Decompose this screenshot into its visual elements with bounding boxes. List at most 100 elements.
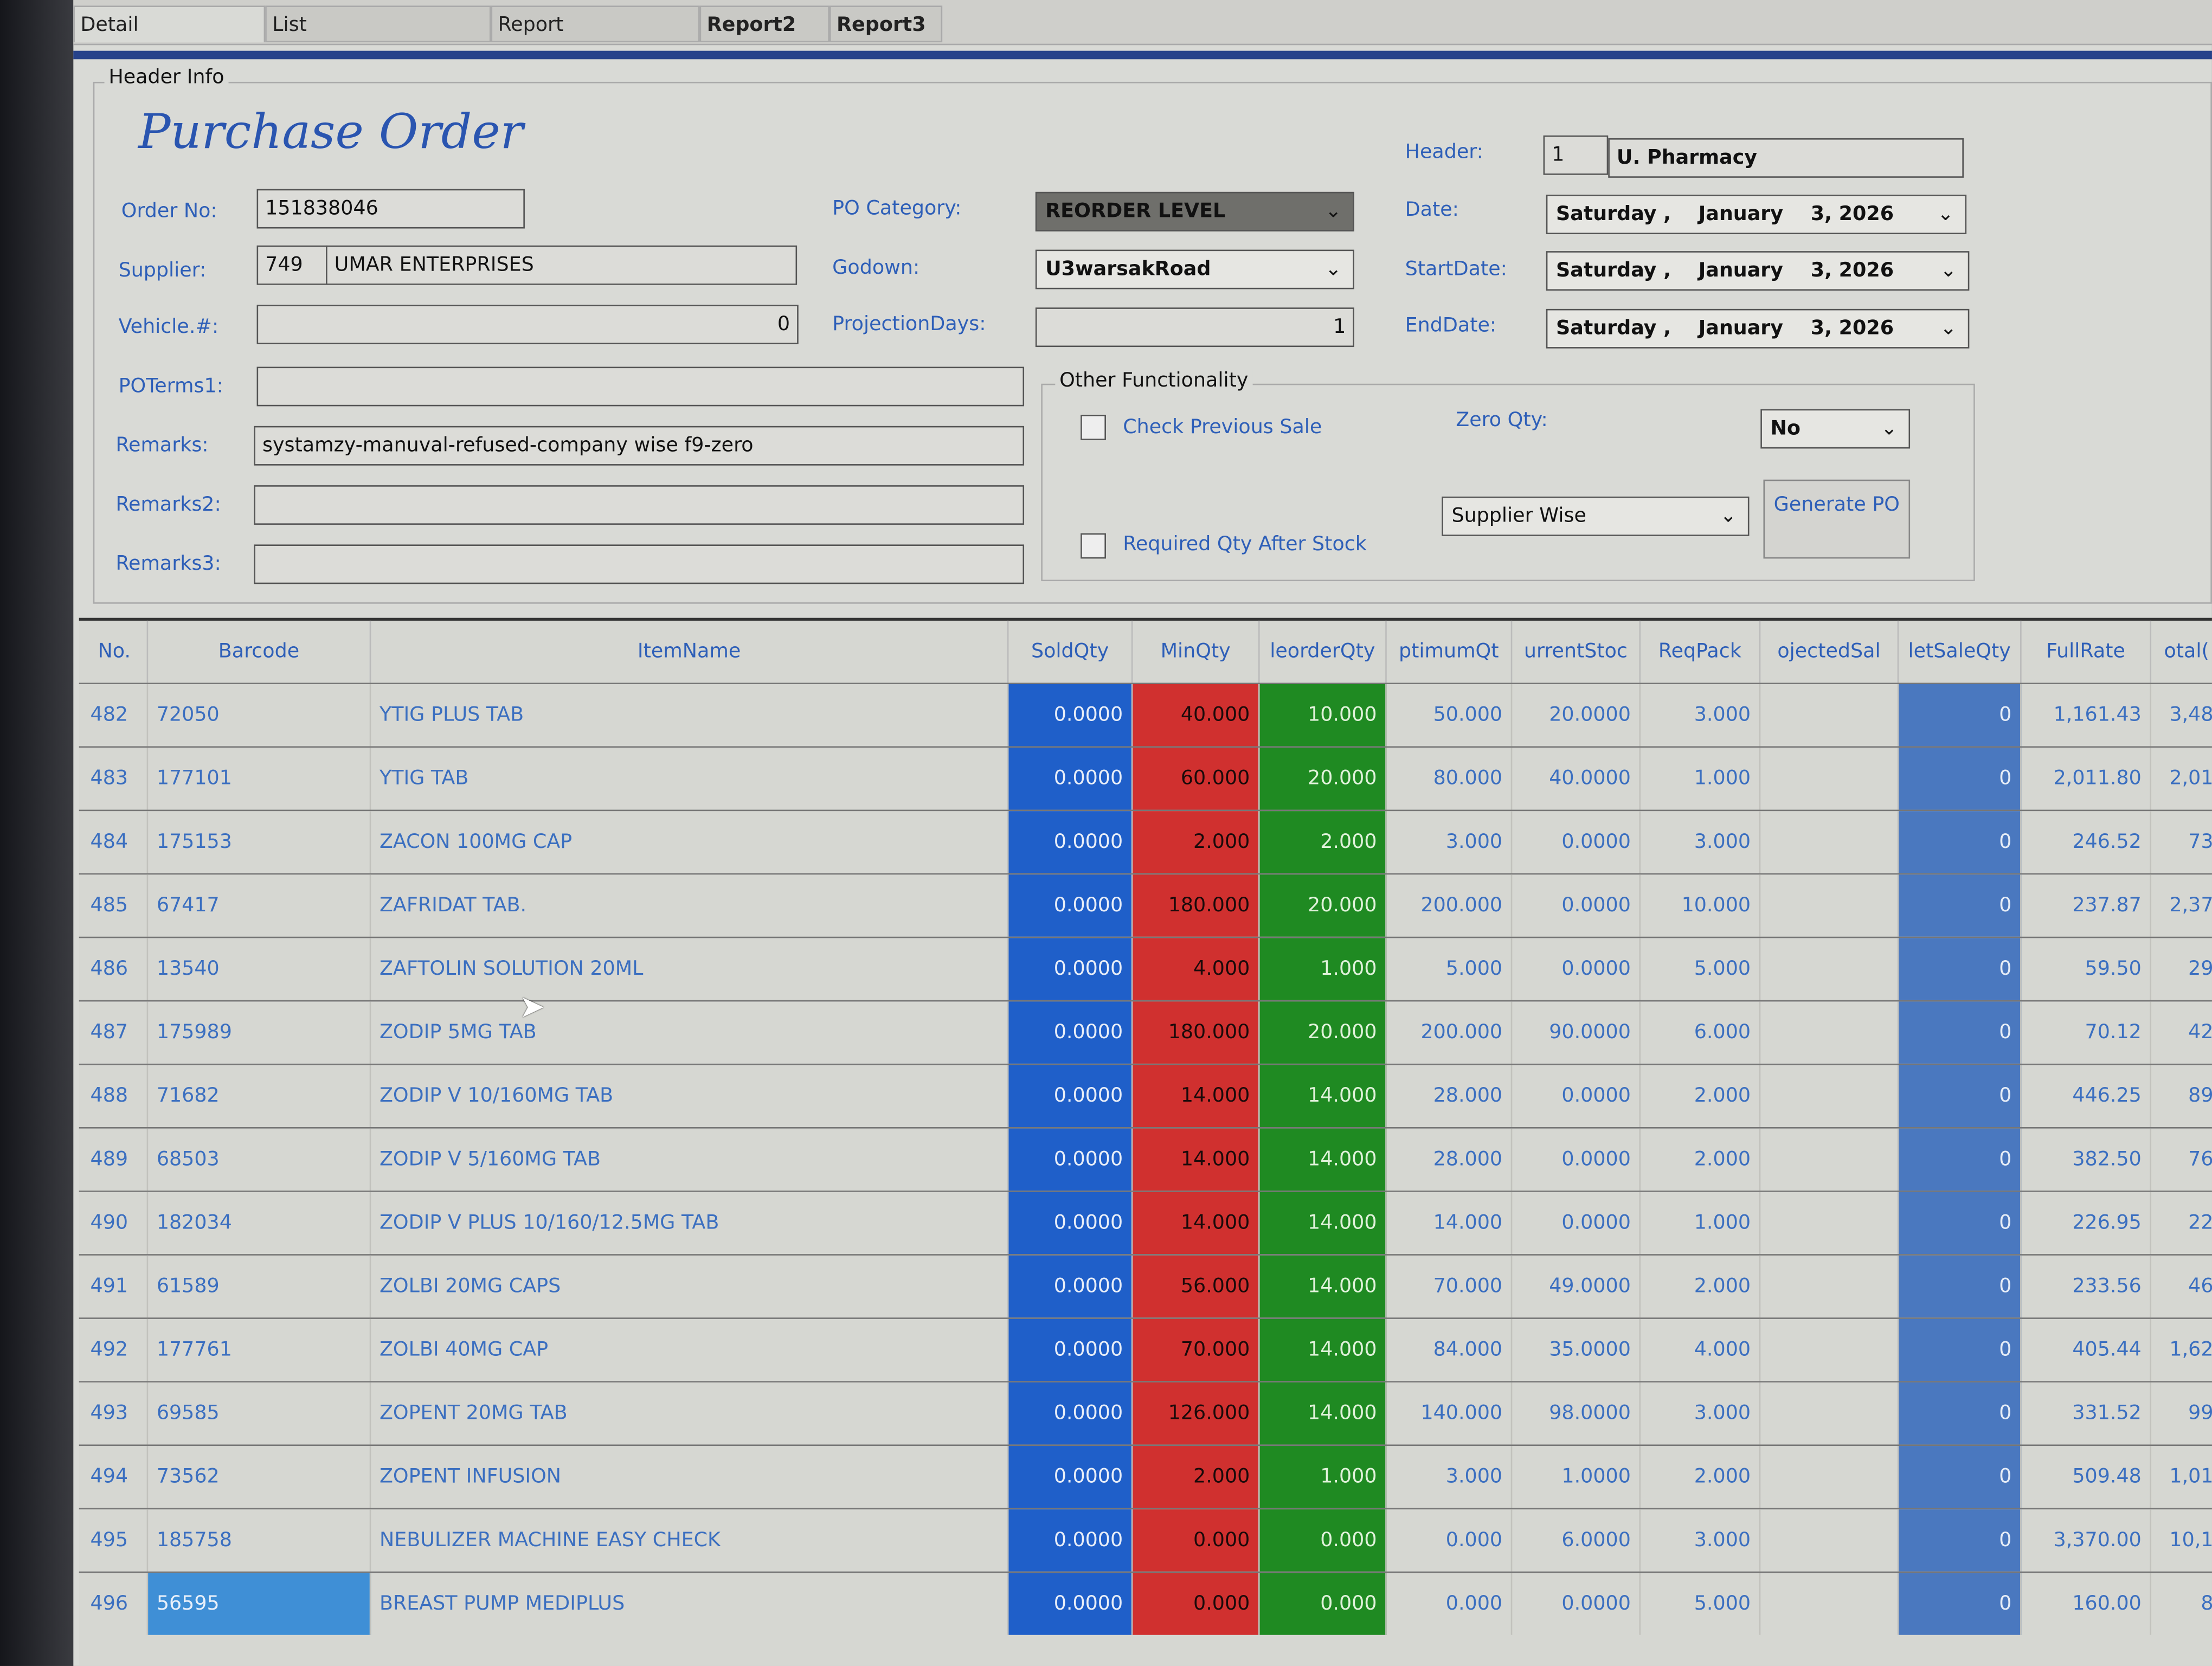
supplier-name-field[interactable]: UMAR ENTERPRISES [326,245,798,285]
cell-net-sale-qty[interactable]: 0 [1899,1192,2022,1255]
godown-select[interactable]: U3warsakRoad ⌄ [1035,249,1354,290]
cell-item-name[interactable]: ZAFTOLIN SOLUTION 20ML [371,938,1009,1000]
cell-reorder-qty[interactable]: 0.000 [1259,1509,1387,1572]
cell-full-rate[interactable]: 382.50 [2022,1128,2152,1191]
cell-item-name[interactable]: ZAFRIDAT TAB. [371,874,1009,937]
cell-req-pack[interactable]: 1.000 [1641,748,1761,810]
cell-current-stock[interactable]: 0.0000 [1512,811,1641,873]
cell-min-qty[interactable]: 2.000 [1133,811,1260,873]
cell-current-stock[interactable]: 40.0000 [1512,748,1641,810]
cell-reorder-qty[interactable]: 2.000 [1259,811,1387,873]
remarks3-field[interactable] [254,544,1025,584]
required-qty-label[interactable]: Required Qty After Stock [1123,533,1367,556]
table-row[interactable]: 488 71682 ZODIP V 10/160MG TAB 0.0000 14.000… [79,1063,2212,1127]
cell-net-sale-qty[interactable]: 0 [1899,1255,2022,1318]
cell-full-rate[interactable]: 246.52 [2022,811,2152,873]
cell-projected-sale[interactable] [1760,938,1899,1000]
cell-sold-qty[interactable]: 0.0000 [1008,938,1133,1000]
cell-sold-qty[interactable]: 0.0000 [1008,811,1133,873]
cell-req-pack[interactable]: 1.000 [1641,1192,1761,1255]
cell-projected-sale[interactable] [1760,811,1899,873]
cell-total[interactable]: 99 [2151,1382,2212,1444]
cell-no[interactable]: 491 [82,1255,149,1318]
column-header-full-rate[interactable]: FullRate [2022,620,2152,683]
cell-min-qty[interactable]: 180.000 [1133,1001,1260,1064]
table-row[interactable]: 483 177101 YTIG TAB 0.0000 60.000 20.000 80.00… [79,746,2212,810]
cell-net-sale-qty[interactable]: 0 [1899,1128,2022,1191]
cell-optimum-qty[interactable]: 28.000 [1387,1065,1513,1127]
cell-no[interactable]: 488 [82,1065,149,1127]
cell-reorder-qty[interactable]: 14.000 [1259,1192,1387,1255]
start-date-picker[interactable]: Saturday , January 3, 2026 ⌄ [1546,251,1970,291]
cell-req-pack[interactable]: 2.000 [1641,1065,1761,1127]
cell-net-sale-qty[interactable]: 0 [1899,1573,2022,1635]
cell-item-name[interactable]: ZODIP V 5/160MG TAB [371,1128,1009,1191]
cell-full-rate[interactable]: 1,161.43 [2022,684,2152,747]
cell-item-name[interactable]: ZACON 100MG CAP [371,811,1009,873]
cell-total[interactable]: 1,62 [2151,1319,2212,1381]
cell-sold-qty[interactable]: 0.0000 [1008,1255,1133,1318]
cell-optimum-qty[interactable]: 14.000 [1387,1192,1513,1255]
cell-total[interactable]: 76 [2151,1129,2212,1191]
column-header-req-pack[interactable]: ReqPack [1641,620,1761,683]
cell-current-stock[interactable]: 35.0000 [1512,1318,1641,1381]
cell-net-sale-qty[interactable]: 0 [1899,748,2022,810]
cell-current-stock[interactable]: 0.0000 [1512,938,1641,1000]
cell-min-qty[interactable]: 14.000 [1133,1128,1260,1191]
cell-no[interactable]: 487 [82,1001,149,1064]
remarks2-field[interactable] [254,485,1025,525]
cell-req-pack[interactable]: 2.000 [1641,1128,1761,1191]
cell-min-qty[interactable]: 70.000 [1133,1318,1260,1381]
cell-net-sale-qty[interactable]: 0 [1899,1509,2022,1572]
table-row[interactable]: 482 72050 YTIG PLUS TAB 0.0000 40.000 10.000 5… [79,683,2212,747]
cell-total[interactable]: 3,48 [2151,684,2212,746]
cell-min-qty[interactable]: 0.000 [1133,1509,1260,1572]
cell-full-rate[interactable]: 446.25 [2022,1065,2152,1127]
cell-barcode[interactable]: 56595 [148,1573,371,1635]
cell-optimum-qty[interactable]: 84.000 [1387,1318,1513,1381]
table-row[interactable]: 484 175153 ZACON 100MG CAP 0.0000 2.000 2.000… [79,809,2212,873]
cell-optimum-qty[interactable]: 140.000 [1387,1382,1513,1445]
cell-sold-qty[interactable]: 0.0000 [1008,1318,1133,1381]
cell-item-name[interactable]: ZOPENT 20MG TAB [371,1382,1009,1445]
cell-projected-sale[interactable] [1760,1573,1899,1635]
cell-req-pack[interactable]: 4.000 [1641,1318,1761,1381]
required-qty-checkbox[interactable] [1081,533,1106,559]
cell-barcode[interactable]: 61589 [148,1255,371,1318]
cell-current-stock[interactable]: 20.0000 [1512,684,1641,747]
cell-projected-sale[interactable] [1760,1001,1899,1064]
cell-optimum-qty[interactable]: 200.000 [1387,874,1513,937]
cell-item-name[interactable]: ZOLBI 40MG CAP [371,1318,1009,1381]
poterms1-field[interactable] [256,366,1025,407]
cell-sold-qty[interactable]: 0.0000 [1008,1065,1133,1127]
date-picker[interactable]: Saturday , January 3, 2026 ⌄ [1546,195,1967,234]
cell-current-stock[interactable]: 0.0000 [1512,874,1641,937]
cell-reorder-qty[interactable]: 1.000 [1259,1446,1387,1508]
cell-projected-sale[interactable] [1760,684,1899,747]
cell-total[interactable]: 89 [2151,1065,2212,1127]
cell-reorder-qty[interactable]: 20.000 [1259,1001,1387,1064]
cell-total[interactable]: 73 [2151,811,2212,873]
cell-no[interactable]: 486 [82,938,149,1000]
cell-min-qty[interactable]: 40.000 [1133,684,1260,747]
cell-barcode[interactable]: 72050 [148,684,371,747]
cell-reorder-qty[interactable]: 14.000 [1259,1255,1387,1318]
cell-full-rate[interactable]: 233.56 [2022,1255,2152,1318]
column-header-min-qty[interactable]: MinQty [1133,620,1260,683]
cell-projected-sale[interactable] [1760,1128,1899,1191]
tab-detail[interactable]: Detail [73,5,266,43]
table-row[interactable]: 495 185758 NEBULIZER MACHINE EASY CHECK 0.0… [79,1508,2212,1572]
cell-reorder-qty[interactable]: 1.000 [1259,938,1387,1000]
cell-full-rate[interactable]: 160.00 [2022,1573,2152,1635]
cell-current-stock[interactable]: 1.0000 [1512,1446,1641,1508]
table-row[interactable]: 496 56595 BREAST PUMP MEDIPLUS 0.0000 0.000 0… [79,1571,2212,1635]
table-row[interactable]: 493 69585 ZOPENT 20MG TAB 0.0000 126.000 14.0… [79,1381,2212,1445]
projection-days-field[interactable]: 1 [1035,307,1354,348]
tab-list[interactable]: List [265,5,491,43]
cell-sold-qty[interactable]: 0.0000 [1008,684,1133,747]
cell-total[interactable]: 29 [2151,938,2212,1000]
column-header-reorder-qty[interactable]: leorderQty [1260,620,1387,683]
cell-reorder-qty[interactable]: 14.000 [1259,1065,1387,1127]
column-header-total[interactable]: otal( [2151,621,2212,683]
cell-barcode[interactable]: 175989 [148,1001,371,1064]
